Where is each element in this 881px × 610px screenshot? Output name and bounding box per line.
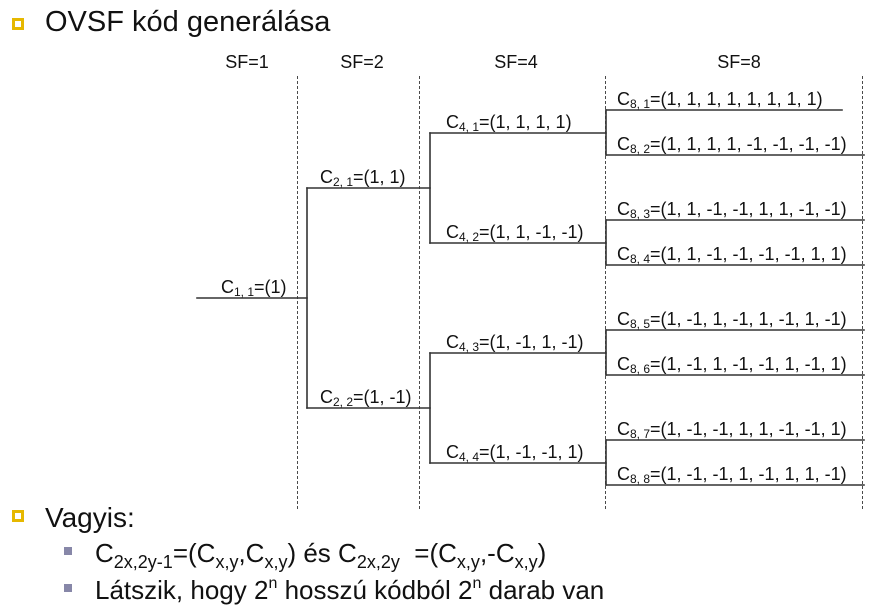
formula-subscript: 2x,2y-1: [113, 552, 173, 572]
code-value: =(1, 1, -1, -1): [479, 222, 584, 242]
code-index: 4, 1: [459, 120, 480, 134]
column-header-sf8: SF=8: [717, 52, 761, 72]
code-symbol: C: [221, 277, 234, 297]
code-node-c8-8: C8, 8=(1, -1, -1, 1, -1, 1, 1, -1): [617, 464, 847, 486]
summary-heading: Vagyis:: [45, 502, 135, 533]
code-index: 8, 1: [630, 97, 651, 111]
code-node-c2-1: C2, 1=(1, 1): [320, 167, 406, 189]
heading-bullet-icon: [12, 510, 24, 522]
code-node-c4-4: C4, 4=(1, -1, -1, 1): [446, 442, 584, 464]
code-index: 8, 6: [630, 362, 651, 376]
list-bullet-icon: [64, 547, 72, 555]
title-bullet-icon: [12, 18, 24, 30]
formula-bullet-text: C2x,2y-1=(Cx,y,Cx,y) és C2x,2y =(Cx,y,-C…: [95, 538, 547, 571]
code-value: =(1, -1, 1, -1, 1, -1, 1, -1): [650, 309, 847, 329]
formula-subscript: x,y: [264, 552, 288, 572]
code-node-c4-3: C4, 3=(1, -1, 1, -1): [446, 332, 584, 354]
code-symbol: C: [617, 354, 630, 374]
code-node-c4-2: C4, 2=(1, 1, -1, -1): [446, 222, 584, 244]
code-index: 2, 1: [333, 175, 354, 189]
code-symbol: C: [617, 134, 630, 154]
code-node-c8-2: C8, 2=(1, 1, 1, 1, -1, -1, -1, -1): [617, 134, 847, 156]
code-value: =(1, 1, 1, 1): [479, 112, 572, 132]
code-node-c8-7: C8, 7=(1, -1, -1, 1, 1, -1, -1, 1): [617, 419, 847, 441]
formula-part: C: [95, 538, 114, 568]
code-symbol: C: [617, 199, 630, 219]
formula-subscript: 2x,2y: [356, 552, 400, 572]
code-value: =(1, 1): [353, 167, 406, 187]
code-index: 4, 3: [459, 340, 480, 354]
code-value: =(1, 1, -1, -1, 1, 1, -1, -1): [650, 199, 847, 219]
exponent: n: [472, 575, 482, 592]
code-node-c1-1: C1, 1=(1): [221, 277, 287, 299]
code-node-c8-3: C8, 3=(1, 1, -1, -1, 1, 1, -1, -1): [617, 199, 847, 221]
code-node-c4-1: C4, 1=(1, 1, 1, 1): [446, 112, 572, 134]
sentence-part: darab van: [481, 575, 605, 605]
code-value: =(1, -1): [353, 387, 412, 407]
code-symbol: C: [617, 309, 630, 329]
code-index: 2, 2: [333, 395, 354, 409]
code-index: 1, 1: [234, 285, 255, 299]
column-header-sf1: SF=1: [225, 52, 269, 72]
formula-subscript: x,y: [514, 552, 538, 572]
code-symbol: C: [617, 419, 630, 439]
code-value: =(1, -1, -1, 1): [479, 442, 584, 462]
code-index: 4, 2: [459, 230, 480, 244]
code-index: 4, 4: [459, 450, 480, 464]
code-value: =(1, -1, 1, -1, -1, 1, -1, 1): [650, 354, 847, 374]
page-title: OVSF kód generálása: [45, 6, 331, 38]
formula-subscript: x,y: [215, 552, 239, 572]
code-symbol: C: [320, 387, 333, 407]
code-value: =(1, 1, 1, 1, 1, 1, 1, 1): [650, 89, 823, 109]
code-symbol: C: [617, 89, 630, 109]
code-symbol: C: [617, 464, 630, 484]
code-symbol: C: [320, 167, 333, 187]
column-header-sf4: SF=4: [494, 52, 538, 72]
code-index: 8, 2: [630, 142, 651, 156]
count-bullet-text: Látszik, hogy 2n hosszú kódból 2n darab …: [95, 575, 605, 605]
code-value: =(1, 1, 1, 1, -1, -1, -1, -1): [650, 134, 847, 154]
column-header-sf2: SF=2: [340, 52, 384, 72]
code-symbol: C: [617, 244, 630, 264]
code-node-c8-6: C8, 6=(1, -1, 1, -1, -1, 1, -1, 1): [617, 354, 847, 376]
code-symbol: C: [446, 442, 459, 462]
code-index: 8, 7: [630, 427, 651, 441]
code-node-c2-2: C2, 2=(1, -1): [320, 387, 412, 409]
sentence-part: Látszik, hogy 2: [95, 575, 269, 605]
code-node-c8-1: C8, 1=(1, 1, 1, 1, 1, 1, 1, 1): [617, 89, 823, 111]
exponent: n: [268, 575, 278, 592]
code-index: 8, 3: [630, 207, 651, 221]
formula-part: =(C: [172, 538, 216, 568]
code-symbol: C: [446, 112, 459, 132]
code-node-c8-4: C8, 4=(1, 1, -1, -1, -1, -1, 1, 1): [617, 244, 847, 266]
formula-part: ,C: [238, 538, 265, 568]
code-value: =(1, -1, 1, -1): [479, 332, 584, 352]
formula-subscript: x,y: [456, 552, 480, 572]
sentence-part: hosszú kódból 2: [277, 575, 473, 605]
list-bullet-icon: [64, 584, 72, 592]
code-symbol: C: [446, 222, 459, 242]
code-index: 8, 8: [630, 472, 651, 486]
formula-part: ): [537, 538, 547, 568]
formula-part: ) és C: [287, 538, 357, 568]
formula-part: ,-C: [479, 538, 515, 568]
code-symbol: C: [446, 332, 459, 352]
code-value: =(1, -1, -1, 1, -1, 1, 1, -1): [650, 464, 847, 484]
code-index: 8, 4: [630, 252, 651, 266]
code-value: =(1, -1, -1, 1, 1, -1, -1, 1): [650, 419, 847, 439]
code-value: =(1): [254, 277, 287, 297]
formula-part: =(C: [399, 538, 457, 568]
code-value: =(1, 1, -1, -1, -1, -1, 1, 1): [650, 244, 847, 264]
code-node-c8-5: C8, 5=(1, -1, 1, -1, 1, -1, 1, -1): [617, 309, 847, 331]
code-index: 8, 5: [630, 317, 651, 331]
